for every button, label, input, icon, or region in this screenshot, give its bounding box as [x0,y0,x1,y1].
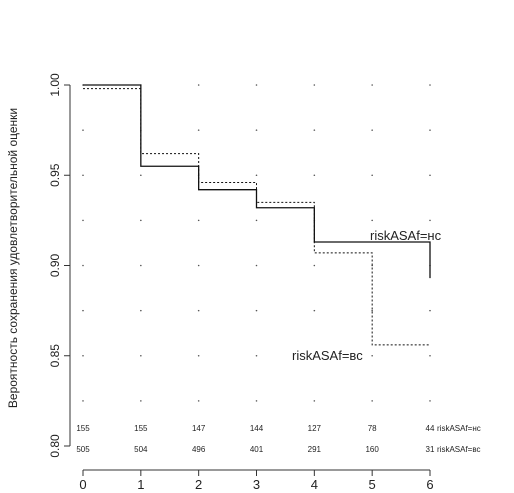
grid-dot [197,400,200,402]
grid-dot [82,309,84,312]
grid-dot [197,84,200,86]
grid-dot [197,354,200,357]
grid-dot [82,264,84,267]
grid-dot [82,400,84,402]
grid-dot [140,264,142,267]
x-tick-label: 0 [79,477,86,492]
grid-dot [313,84,316,86]
grid-dot [429,129,431,131]
risk-row-label: riskASAf=вс [437,445,481,454]
risk-count: 78 [368,424,377,433]
grid-dot [371,84,373,86]
grid-dot [82,129,84,131]
grid-dot [197,129,200,131]
grid-dot [371,400,373,402]
y-tick-label: 0.95 [48,163,62,187]
grid-dot [255,264,258,267]
risk-table: 155 155 147 144 127 78 44 riskASAf=нс 505 504 496 4… [76,424,480,454]
grid-dot [371,309,373,312]
risk-count: 127 [308,424,322,433]
grid-dot [197,219,200,222]
grid-dot [429,354,431,357]
risk-count: 160 [365,445,379,454]
grid-dot [429,400,431,402]
grid-dot [82,174,84,177]
x-axis-ticks: 0 1 2 3 4 5 6 [79,470,434,492]
x-tick-label: 5 [369,477,376,492]
grid-dot [140,174,142,177]
risk-count: 401 [250,445,264,454]
grid-dot [313,354,316,357]
grid-dot [313,129,316,131]
x-tick-label: 2 [195,477,202,492]
grid-dot [255,84,258,86]
grid-dot [371,219,373,222]
curve-labels: riskASAf=нс riskASAf=вс [292,228,442,363]
grid-dot [371,129,373,131]
grid-dot [313,400,316,402]
grid-dot [371,174,373,177]
risk-count: 496 [192,445,206,454]
grid-dot [429,174,431,177]
y-tick-label: 1.00 [48,73,62,97]
x-tick-label: 1 [137,477,144,492]
grid-dot [371,354,373,357]
grid-dot [255,174,258,177]
y-axis-ticks: 0.80 0.85 0.90 0.95 1.00 [48,73,70,458]
series-line-nc [83,84,431,279]
risk-count: 31 [426,445,435,454]
curve-label-vc: riskASAf=вс [292,348,363,363]
grid-dot [82,354,84,357]
risk-count: 144 [250,424,264,433]
grid-dot [140,400,142,402]
y-tick-label: 0.90 [48,253,62,277]
grid-dot [429,309,431,312]
risk-count: 155 [76,424,90,433]
series-line-vc [83,88,430,346]
x-tick-label: 3 [253,477,260,492]
grid-dot [429,84,431,86]
y-tick-label: 0.80 [48,434,62,458]
x-tick-label: 6 [426,477,433,492]
grid-dot [140,354,142,357]
grid-dot [255,354,258,357]
risk-count: 505 [76,445,90,454]
curve-label-nc: riskASAf=нс [370,228,442,243]
grid-dot [313,174,316,177]
grid-dot [429,219,431,222]
risk-count: 155 [134,424,148,433]
y-tick-label: 0.85 [48,344,62,368]
grid-dot [255,400,258,402]
risk-count: 44 [426,424,435,433]
grid-dot [140,309,142,312]
risk-row-label: riskASAf=нс [437,424,481,433]
risk-count: 504 [134,445,148,454]
grid-dot [313,309,316,312]
grid-dot [255,309,258,312]
grid-dot [197,264,200,267]
grid-dot [197,309,200,312]
risk-count: 147 [192,424,206,433]
axes [69,85,430,471]
risk-count: 291 [308,445,322,454]
x-tick-label: 4 [311,477,318,492]
grid-dot [82,219,84,222]
survival-curves [83,84,431,346]
grid-dot [313,264,316,267]
grid-dot [140,219,142,222]
grid-dot [255,219,258,222]
grid-dot [255,129,258,131]
y-axis-label: Вероятность сохранения удовлетворительно… [6,108,20,408]
